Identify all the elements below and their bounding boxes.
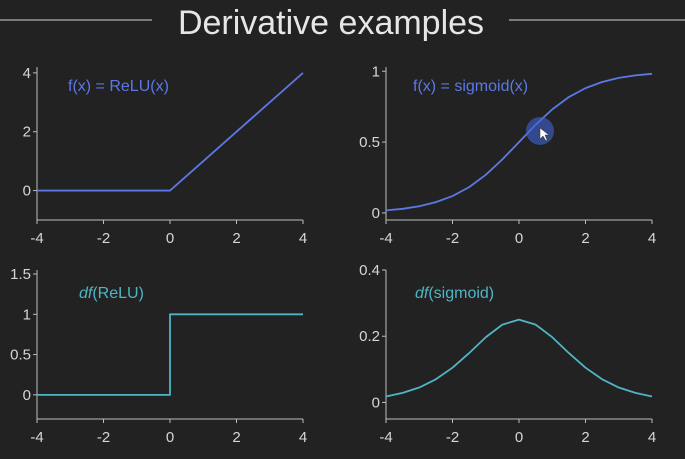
x-tick-label: -2 (446, 230, 459, 247)
cursor-arrow-icon (539, 127, 550, 142)
mouse-cursor (526, 117, 554, 145)
annotation-prefix: df (415, 285, 430, 302)
x-tick-label: 0 (166, 230, 174, 247)
annotation-label: f(x) = sigmoid(x) (413, 78, 528, 95)
y-tick-label: 0 (23, 183, 31, 200)
annotation-label: f(x) = ReLU(x) (68, 78, 169, 95)
x-tick-label: 2 (232, 429, 240, 446)
x-tick-label: 4 (299, 230, 307, 247)
x-tick-label: 2 (581, 230, 589, 247)
x-tick-label: 4 (648, 230, 656, 247)
figure-title: Derivative examples (178, 4, 484, 42)
y-tick-label: 0 (372, 394, 380, 411)
x-tick-label: -4 (379, 429, 392, 446)
y-tick-label: 4 (23, 65, 31, 82)
annotation-text: f(x) = sigmoid(x) (413, 78, 528, 95)
x-tick-label: -2 (97, 429, 110, 446)
annotation-label: df(ReLU) (79, 285, 144, 302)
y-tick-label: 0.2 (359, 328, 380, 345)
series-line (385, 318, 653, 398)
annotation-text: (sigmoid) (428, 285, 494, 302)
chart-panel-1: -4 -2 0 2 4 0 2 4 f(x) = ReLU(x) (23, 65, 308, 247)
x-tick-label: 2 (581, 429, 589, 446)
y-tick-label: 1.5 (10, 266, 31, 283)
x-tick-label: 2 (232, 230, 240, 247)
y-tick-label: 1 (372, 63, 380, 80)
annotation-prefix: df (79, 285, 94, 302)
annotation-text: f(x) = ReLU(x) (68, 78, 169, 95)
x-tick-label: -4 (30, 230, 43, 247)
x-tick-label: -4 (30, 429, 43, 446)
y-tick-label: 0 (372, 205, 380, 222)
x-tick-label: 0 (515, 230, 523, 247)
series-line (37, 313, 303, 396)
y-tick-label: 0.5 (359, 134, 380, 151)
annotation-label: df(sigmoid) (415, 285, 494, 302)
x-tick-label: 4 (648, 429, 656, 446)
y-tick-label: 0 (23, 387, 31, 404)
y-tick-label: 0.5 (10, 347, 31, 364)
x-tick-label: -4 (379, 230, 392, 247)
x-tick-label: -2 (97, 230, 110, 247)
chart-panel-2: -4 -2 0 2 4 0 0.5 1 f(x) = sigmoid(x) (359, 63, 656, 247)
x-tick-label: 0 (515, 429, 523, 446)
y-tick-label: 2 (23, 124, 31, 141)
series-line (385, 72, 653, 212)
x-tick-label: 0 (166, 429, 174, 446)
x-tick-label: -2 (446, 429, 459, 446)
chart-panel-4: -4 -2 0 2 4 0 0.2 0.4 df(sigmoid) (359, 262, 656, 446)
chart-panel-3: -4 -2 0 2 4 0 0.5 1 1.5 df(ReLU) (10, 266, 307, 446)
y-tick-label: 1 (23, 306, 31, 323)
x-tick-label: 4 (299, 429, 307, 446)
series-line (37, 72, 304, 192)
annotation-text: (ReLU) (92, 285, 144, 302)
y-tick-label: 0.4 (359, 262, 380, 279)
